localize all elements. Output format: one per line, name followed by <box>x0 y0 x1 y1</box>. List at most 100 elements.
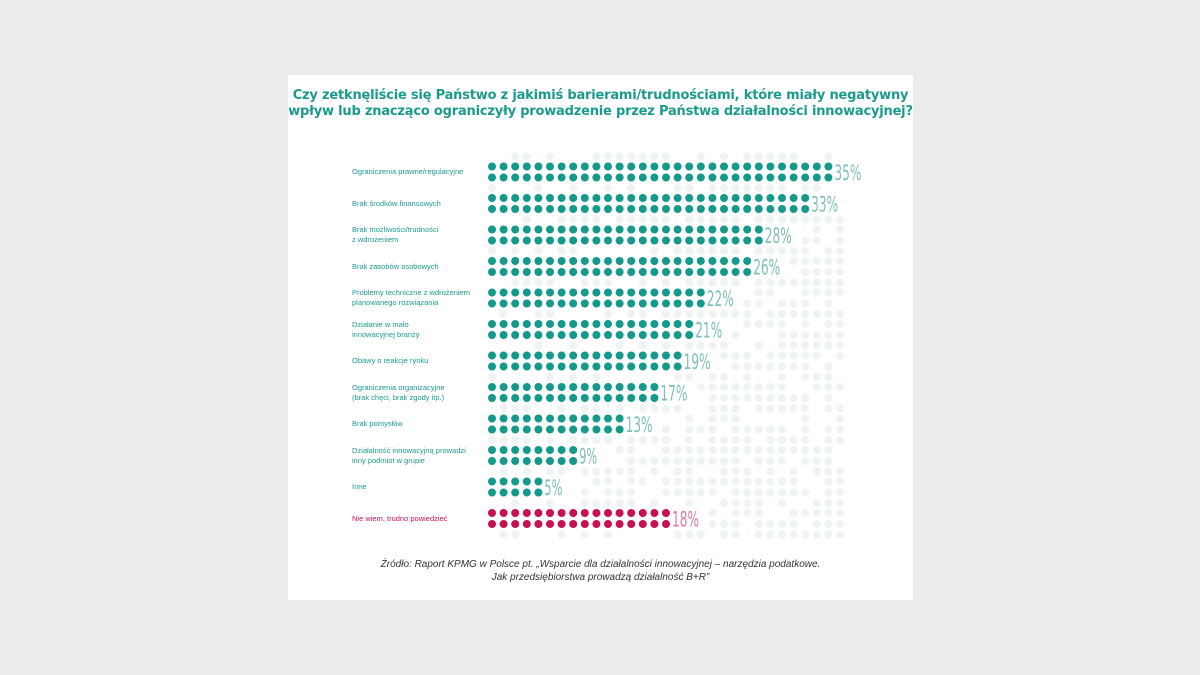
dot <box>488 425 496 434</box>
background-dot <box>592 278 601 287</box>
dot <box>662 331 670 339</box>
background-dot <box>836 278 844 287</box>
dot <box>743 257 752 265</box>
background-dot <box>534 184 543 192</box>
dot <box>569 351 578 360</box>
background-dot <box>812 499 821 507</box>
background-dot <box>580 530 589 539</box>
dot <box>488 414 496 423</box>
background-dot <box>720 184 728 192</box>
dot <box>638 509 647 517</box>
dot <box>546 509 554 517</box>
dot <box>615 268 624 276</box>
dot <box>488 162 496 171</box>
dot <box>685 331 694 339</box>
dot <box>720 257 728 265</box>
dot <box>499 257 508 265</box>
dot <box>534 320 543 328</box>
background-dot <box>720 404 728 413</box>
dot <box>604 236 612 245</box>
dot <box>685 205 694 213</box>
background-dot <box>534 247 543 255</box>
dot <box>592 320 601 328</box>
background-dot <box>580 215 589 224</box>
dot <box>488 520 496 528</box>
value-label: 17% <box>660 382 687 406</box>
dot <box>592 414 601 423</box>
dot <box>499 394 508 402</box>
background-dot <box>836 425 844 434</box>
background-dot <box>731 477 740 486</box>
background-dot <box>801 394 810 402</box>
dot <box>534 257 543 265</box>
dot <box>824 162 833 171</box>
dot <box>488 236 496 245</box>
background-dot <box>812 373 821 381</box>
category-label: Ograniczenia prawne/regulacyjne <box>352 167 464 176</box>
dot <box>708 173 717 182</box>
background-dot <box>569 436 578 444</box>
dot <box>557 414 566 423</box>
dot <box>522 299 531 308</box>
background-dot <box>778 341 786 350</box>
dot <box>673 320 682 328</box>
background-dot <box>650 467 659 476</box>
dot <box>569 162 578 171</box>
dot <box>743 225 752 234</box>
background-dot <box>731 247 740 255</box>
dot <box>546 268 554 276</box>
dot <box>546 394 554 402</box>
background-dot <box>522 436 531 444</box>
dot <box>499 446 508 454</box>
background-dot <box>824 257 833 265</box>
dot <box>488 446 496 454</box>
dot <box>546 457 554 465</box>
background-dot <box>824 299 833 308</box>
background-dot <box>836 288 844 297</box>
dot <box>604 414 612 423</box>
dot <box>627 194 636 202</box>
dot <box>499 425 508 434</box>
dot <box>569 320 578 328</box>
background-dot <box>685 436 694 444</box>
dot <box>592 383 601 391</box>
dot <box>546 362 554 371</box>
background-dot <box>522 152 531 161</box>
dot <box>592 236 601 245</box>
dot <box>673 362 682 371</box>
category-label: Inne <box>352 482 367 491</box>
background-dot <box>673 477 682 486</box>
background-dot <box>766 446 775 454</box>
background-dot <box>801 425 810 434</box>
dot <box>708 236 717 245</box>
dot <box>546 173 554 182</box>
background-dot <box>592 404 601 413</box>
dot <box>766 173 775 182</box>
background-dot <box>789 467 798 476</box>
background-dot <box>522 278 531 287</box>
background-dot <box>731 404 740 413</box>
background-dot <box>812 310 821 318</box>
dot <box>708 162 717 171</box>
dot <box>522 457 531 465</box>
background-dot <box>638 457 647 465</box>
background-dot <box>789 247 798 255</box>
background-dot <box>731 436 740 444</box>
background-dot <box>731 278 740 287</box>
dot <box>511 162 520 171</box>
background-dot <box>812 184 821 192</box>
background-dot <box>812 278 821 287</box>
dot <box>662 320 670 328</box>
background-dot <box>824 310 833 318</box>
background-dot <box>754 394 763 402</box>
dot <box>511 446 520 454</box>
dot <box>662 351 670 360</box>
dot <box>546 331 554 339</box>
background-dot <box>673 488 682 497</box>
background-dot <box>638 278 647 287</box>
category-label: Ograniczenia organizacyjne (brak chęci, … <box>352 382 445 402</box>
dot <box>685 268 694 276</box>
dot <box>650 320 659 328</box>
background-dot <box>650 152 659 161</box>
background-dot <box>720 383 728 391</box>
